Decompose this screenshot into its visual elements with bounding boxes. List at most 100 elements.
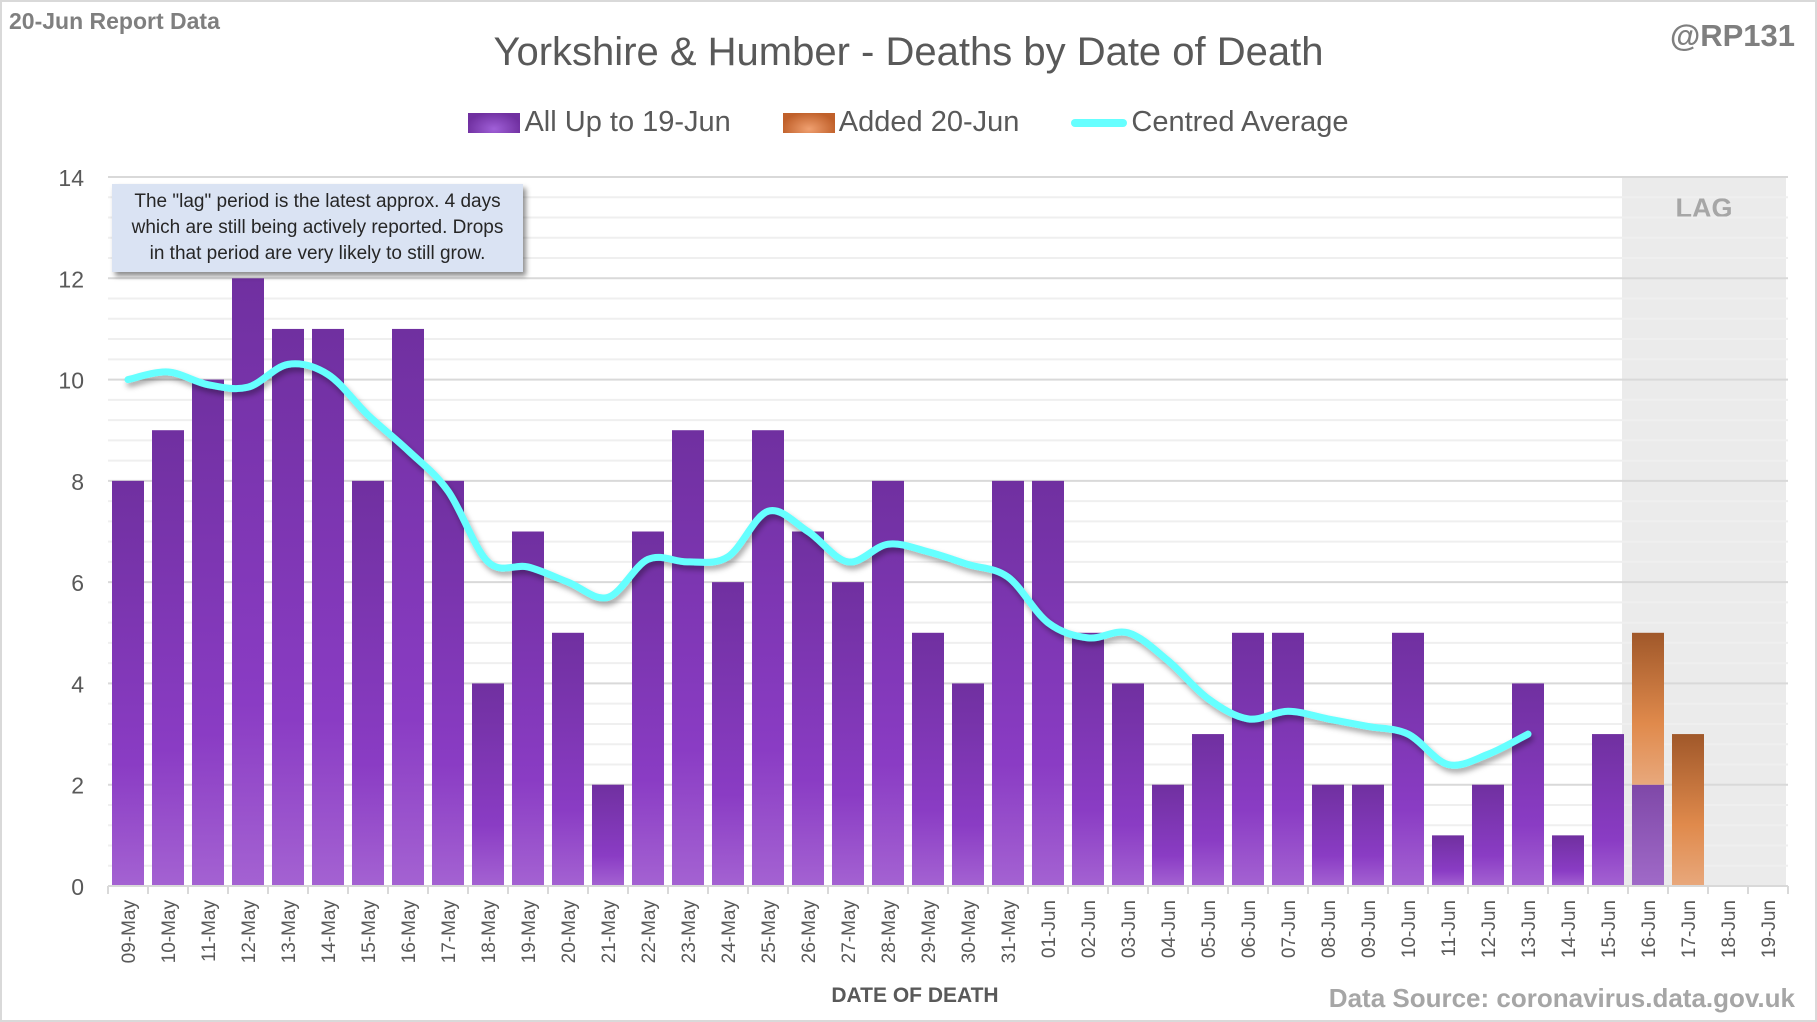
- x-tick-label: 29-May: [919, 900, 940, 964]
- x-tick-label: 28-May: [879, 900, 900, 964]
- bar-all-up-to: [1592, 734, 1624, 886]
- x-tick-label: 21-May: [599, 900, 620, 964]
- x-tick-label: 16-May: [399, 900, 420, 964]
- x-tick-label: 15-Jun: [1599, 900, 1620, 958]
- x-tick-label: 23-May: [679, 900, 700, 964]
- bar-all-up-to: [712, 582, 744, 886]
- bar-all-up-to: [312, 328, 344, 886]
- bar-all-up-to: [952, 683, 984, 886]
- x-tick-label: 02-Jun: [1079, 900, 1100, 958]
- x-tick-label: 31-May: [999, 900, 1020, 964]
- x-tick-label: 03-Jun: [1119, 900, 1140, 958]
- bar-all-up-to: [632, 531, 664, 886]
- x-tick-label: 22-May: [639, 900, 660, 964]
- x-tick-label: 25-May: [759, 900, 780, 964]
- legend-item-average: Centred Average: [1071, 106, 1349, 139]
- bar-all-up-to: [1392, 632, 1424, 886]
- bar-all-up-to: [1152, 784, 1184, 886]
- bar-all-up-to: [512, 531, 544, 886]
- x-tick-label: 12-Jun: [1479, 900, 1500, 958]
- bar-all-up-to: [1552, 835, 1584, 886]
- legend-item-added: Added 20-Jun: [782, 106, 1020, 139]
- chart-title: Yorkshire & Humber - Deaths by Date of D…: [493, 30, 1324, 74]
- bar-all-up-to: [352, 480, 384, 886]
- data-source: Data Source: coronavirus.data.gov.uk: [1328, 983, 1795, 1013]
- x-tick-label: 18-Jun: [1719, 900, 1740, 958]
- bar-all-up-to: [272, 328, 304, 886]
- x-tick-label: 17-May: [439, 900, 460, 964]
- annotation-line: The "lag" period is the latest approx. 4…: [134, 191, 501, 212]
- author-handle: @RP131: [1669, 18, 1795, 53]
- x-tick-label: 10-May: [159, 900, 180, 964]
- bar-all-up-to: [1272, 632, 1304, 886]
- bar-added: [1632, 632, 1664, 785]
- x-tick-label: 16-Jun: [1639, 900, 1660, 958]
- bar-all-up-to: [1352, 784, 1384, 886]
- legend-item-all-up-to: All Up to 19-Jun: [468, 106, 731, 139]
- x-tick-label: 01-Jun: [1039, 900, 1060, 958]
- bar-all-up-to: [792, 531, 824, 886]
- x-tick-label: 07-Jun: [1279, 900, 1300, 958]
- legend-swatch-orange: [782, 112, 835, 133]
- bar-all-up-to: [1472, 784, 1504, 886]
- x-tick-label: 08-Jun: [1319, 900, 1340, 958]
- bar-all-up-to: [112, 480, 144, 886]
- y-tick-label: 2: [71, 773, 84, 799]
- x-tick-label: 20-May: [559, 900, 580, 964]
- bar-all-up-to: [392, 328, 424, 886]
- bar-all-up-to: [752, 430, 784, 886]
- bar-all-up-to: [1232, 632, 1264, 886]
- y-tick-label: 4: [71, 671, 84, 697]
- bar-all-up-to: [432, 480, 464, 886]
- bar-all-up-to: [472, 683, 504, 886]
- bar-all-up-to: [1312, 784, 1344, 886]
- y-tick-label: 0: [71, 874, 84, 900]
- legend: All Up to 19-Jun Added 20-Jun Centred Av…: [0, 106, 1817, 139]
- x-tick-label: 24-May: [719, 900, 740, 964]
- x-axis-title: DATE OF DEATH: [831, 984, 999, 1007]
- y-tick-label: 8: [71, 469, 84, 495]
- annotation-line: in that period are very likely to still …: [149, 243, 486, 264]
- legend-swatch-line: [1071, 118, 1128, 127]
- bar-all-up-to: [912, 632, 944, 886]
- x-tick-label: 13-Jun: [1519, 900, 1540, 958]
- lag-annotation-box: The "lag" period is the latest approx. 4…: [112, 184, 523, 272]
- legend-label: Added 20-Jun: [838, 106, 1020, 138]
- bar-all-up-to: [1072, 632, 1104, 886]
- bar-all-up-to: [232, 278, 264, 886]
- bar-all-up-to: [1032, 480, 1064, 886]
- y-tick-label: 10: [58, 368, 84, 394]
- bar-all-up-to: [152, 430, 184, 886]
- bar-all-up-to: [1512, 683, 1544, 886]
- legend-label: All Up to 19-Jun: [524, 106, 731, 138]
- bar-all-up-to: [832, 582, 864, 886]
- bar-all-up-to: [192, 379, 224, 886]
- x-tick-label: 11-May: [199, 900, 220, 962]
- x-tick-label: 11-Jun: [1439, 900, 1460, 957]
- x-tick-label: 19-Jun: [1759, 900, 1780, 958]
- x-tick-label: 10-Jun: [1399, 900, 1420, 958]
- bar-all-up-to: [1632, 784, 1664, 886]
- bar-all-up-to: [592, 784, 624, 886]
- x-tick-label: 04-Jun: [1159, 900, 1180, 958]
- y-tick-label: 14: [58, 165, 84, 191]
- x-tick-label: 17-Jun: [1679, 900, 1700, 958]
- x-tick-label: 14-May: [319, 900, 340, 964]
- x-tick-label: 26-May: [799, 900, 820, 964]
- x-tick-label: 09-Jun: [1359, 900, 1380, 958]
- bar-all-up-to: [1192, 734, 1224, 886]
- x-tick-label: 19-May: [519, 900, 540, 964]
- bar-all-up-to: [672, 430, 704, 886]
- x-tick-label: 14-Jun: [1559, 900, 1580, 958]
- x-tick-label: 09-May: [119, 900, 140, 964]
- x-tick-label: 06-Jun: [1239, 900, 1260, 958]
- annotation-line: which are still being actively reported.…: [131, 217, 504, 238]
- x-tick-label: 30-May: [959, 900, 980, 964]
- centred-average-line: [124, 360, 1532, 769]
- y-tick-label: 12: [58, 266, 84, 292]
- y-tick-label: 6: [71, 570, 84, 596]
- x-tick-label: 27-May: [839, 900, 860, 964]
- report-date-label: 20-Jun Report Data: [9, 8, 220, 34]
- bar-all-up-to: [552, 632, 584, 886]
